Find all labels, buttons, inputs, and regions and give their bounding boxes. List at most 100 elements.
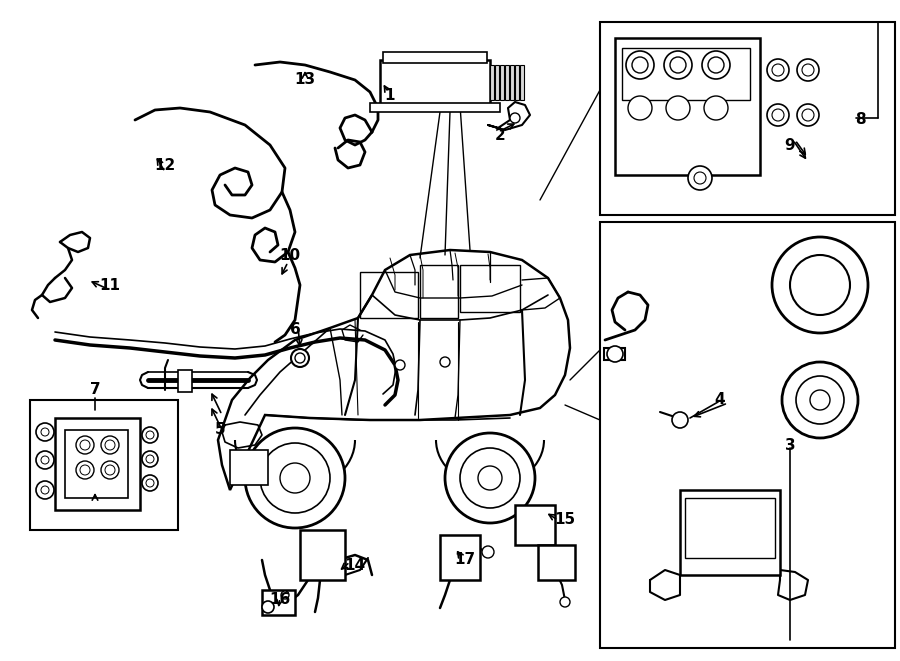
Bar xyxy=(500,65,504,100)
Circle shape xyxy=(478,466,502,490)
Bar xyxy=(230,450,268,485)
Bar xyxy=(300,530,345,580)
Bar xyxy=(460,265,520,312)
Circle shape xyxy=(281,591,289,599)
Circle shape xyxy=(767,59,789,81)
Text: 8: 8 xyxy=(855,112,865,128)
Text: 14: 14 xyxy=(345,557,365,572)
Circle shape xyxy=(510,113,520,123)
Circle shape xyxy=(291,349,309,367)
Circle shape xyxy=(36,451,54,469)
Bar xyxy=(615,38,760,175)
Bar xyxy=(520,65,524,100)
Circle shape xyxy=(708,57,724,73)
Bar xyxy=(515,505,555,545)
Circle shape xyxy=(670,57,686,73)
Text: 16: 16 xyxy=(269,592,291,607)
Text: 12: 12 xyxy=(155,157,176,173)
Circle shape xyxy=(36,423,54,441)
Circle shape xyxy=(101,461,119,479)
Circle shape xyxy=(280,463,310,493)
Bar xyxy=(510,65,514,100)
Bar xyxy=(65,430,128,498)
Circle shape xyxy=(105,440,115,450)
Text: 9: 9 xyxy=(785,137,796,153)
Bar xyxy=(55,418,140,510)
Circle shape xyxy=(810,390,830,410)
Circle shape xyxy=(36,481,54,499)
Circle shape xyxy=(796,376,844,424)
Circle shape xyxy=(632,57,648,73)
Circle shape xyxy=(260,443,330,513)
Circle shape xyxy=(80,440,90,450)
Bar xyxy=(178,370,192,392)
Circle shape xyxy=(146,431,154,439)
Bar xyxy=(30,400,178,530)
Circle shape xyxy=(797,104,819,126)
Circle shape xyxy=(772,64,784,76)
Text: 11: 11 xyxy=(100,278,121,293)
Circle shape xyxy=(460,448,520,508)
Circle shape xyxy=(482,546,494,558)
Circle shape xyxy=(767,104,789,126)
Text: 6: 6 xyxy=(290,323,301,338)
Circle shape xyxy=(694,172,706,184)
Text: 5: 5 xyxy=(215,422,225,438)
Circle shape xyxy=(772,237,868,333)
Bar xyxy=(380,60,490,105)
Bar xyxy=(600,222,895,648)
Circle shape xyxy=(142,475,158,491)
Circle shape xyxy=(664,51,692,79)
Bar xyxy=(490,65,494,100)
Bar xyxy=(685,498,775,558)
Bar xyxy=(604,348,625,360)
Bar xyxy=(680,490,780,575)
Circle shape xyxy=(704,96,728,120)
Circle shape xyxy=(802,64,814,76)
Circle shape xyxy=(245,428,345,528)
Circle shape xyxy=(688,166,712,190)
Bar xyxy=(370,103,500,112)
Circle shape xyxy=(802,109,814,121)
Circle shape xyxy=(262,601,274,613)
Bar xyxy=(440,535,480,580)
Circle shape xyxy=(146,479,154,487)
Circle shape xyxy=(702,51,730,79)
Text: 7: 7 xyxy=(90,383,100,397)
Circle shape xyxy=(41,486,49,494)
Bar xyxy=(262,590,295,615)
Circle shape xyxy=(142,427,158,443)
Bar xyxy=(383,52,487,63)
Circle shape xyxy=(101,436,119,454)
Circle shape xyxy=(672,412,688,428)
Bar xyxy=(600,22,895,215)
Circle shape xyxy=(76,461,94,479)
Bar xyxy=(495,65,499,100)
Circle shape xyxy=(797,59,819,81)
Circle shape xyxy=(790,255,850,315)
Text: 1: 1 xyxy=(385,87,395,102)
Circle shape xyxy=(772,109,784,121)
Bar xyxy=(360,272,418,318)
Text: 3: 3 xyxy=(785,438,796,453)
Circle shape xyxy=(445,433,535,523)
Text: 13: 13 xyxy=(294,73,316,87)
Circle shape xyxy=(626,51,654,79)
Circle shape xyxy=(146,455,154,463)
Circle shape xyxy=(628,96,652,120)
Circle shape xyxy=(395,360,405,370)
Circle shape xyxy=(76,436,94,454)
Circle shape xyxy=(440,357,450,367)
Circle shape xyxy=(105,465,115,475)
Bar xyxy=(538,545,575,580)
Bar xyxy=(515,65,519,100)
Circle shape xyxy=(142,451,158,467)
Circle shape xyxy=(607,346,623,362)
Circle shape xyxy=(41,428,49,436)
Bar xyxy=(622,48,750,100)
Text: 15: 15 xyxy=(554,512,576,527)
Circle shape xyxy=(782,362,858,438)
Circle shape xyxy=(295,353,305,363)
Bar xyxy=(505,65,509,100)
Text: 10: 10 xyxy=(279,247,301,262)
